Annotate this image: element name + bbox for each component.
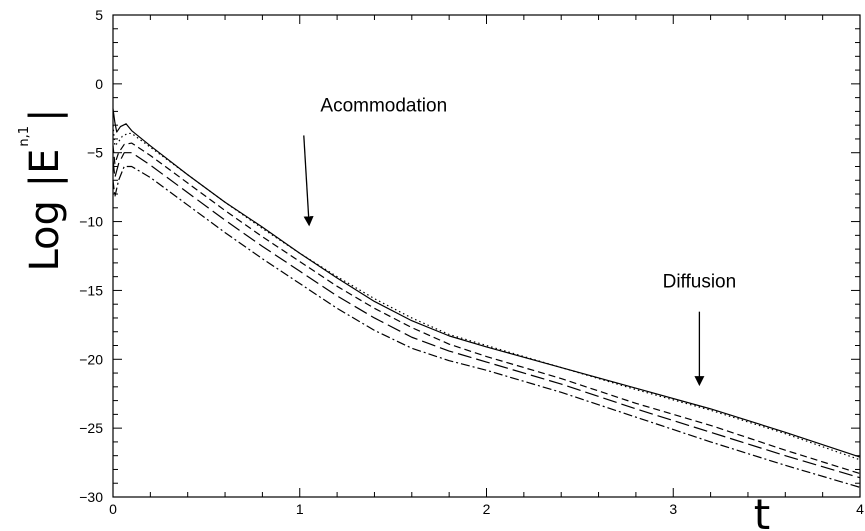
series-line-solid (112, 108, 861, 458)
y-tick-label: −25 (79, 420, 103, 436)
plot-frame (112, 14, 861, 498)
series-group (112, 108, 861, 488)
series-line-long-dash (112, 152, 861, 479)
y-tick-label: −10 (79, 214, 103, 230)
y-tick-label: −15 (79, 282, 103, 298)
x-tick-label: 1 (296, 501, 304, 517)
y-axis-title: Log |E n,1 | (17, 108, 68, 271)
y-tick-label: −20 (79, 351, 103, 367)
y-axis-title-close: | (22, 108, 68, 121)
axis-ticks: 0 1 2 3 4 5 0 −5 −10 −15 −20 −25 −30 (79, 7, 864, 517)
annotation-label: Diffusion (663, 272, 737, 293)
series-line-dash-dot (112, 165, 861, 488)
series-line-dotted (112, 125, 861, 461)
x-tick-label: 2 (483, 501, 491, 517)
y-tick-label: −5 (87, 145, 103, 161)
annotation-arrow (303, 135, 314, 227)
y-axis-title-superscript: n,1 (17, 126, 32, 147)
x-tick-label: 0 (109, 501, 117, 517)
annotation-label: Acommodation (320, 95, 447, 116)
y-axis-title-main: Log |E (22, 149, 68, 272)
series-line-short-dash (112, 142, 861, 475)
annotations: Acommodation Diffusion (303, 95, 737, 387)
x-tick-label: 3 (669, 501, 677, 517)
x-tick-label: 4 (856, 501, 864, 517)
x-axis-title: t (754, 490, 770, 531)
svg-text:Log |En,1|: Log |E n,1 | (17, 108, 68, 271)
y-tick-label: 0 (95, 76, 103, 92)
y-tick-label: −30 (79, 489, 103, 505)
y-tick-label: 5 (95, 7, 103, 23)
